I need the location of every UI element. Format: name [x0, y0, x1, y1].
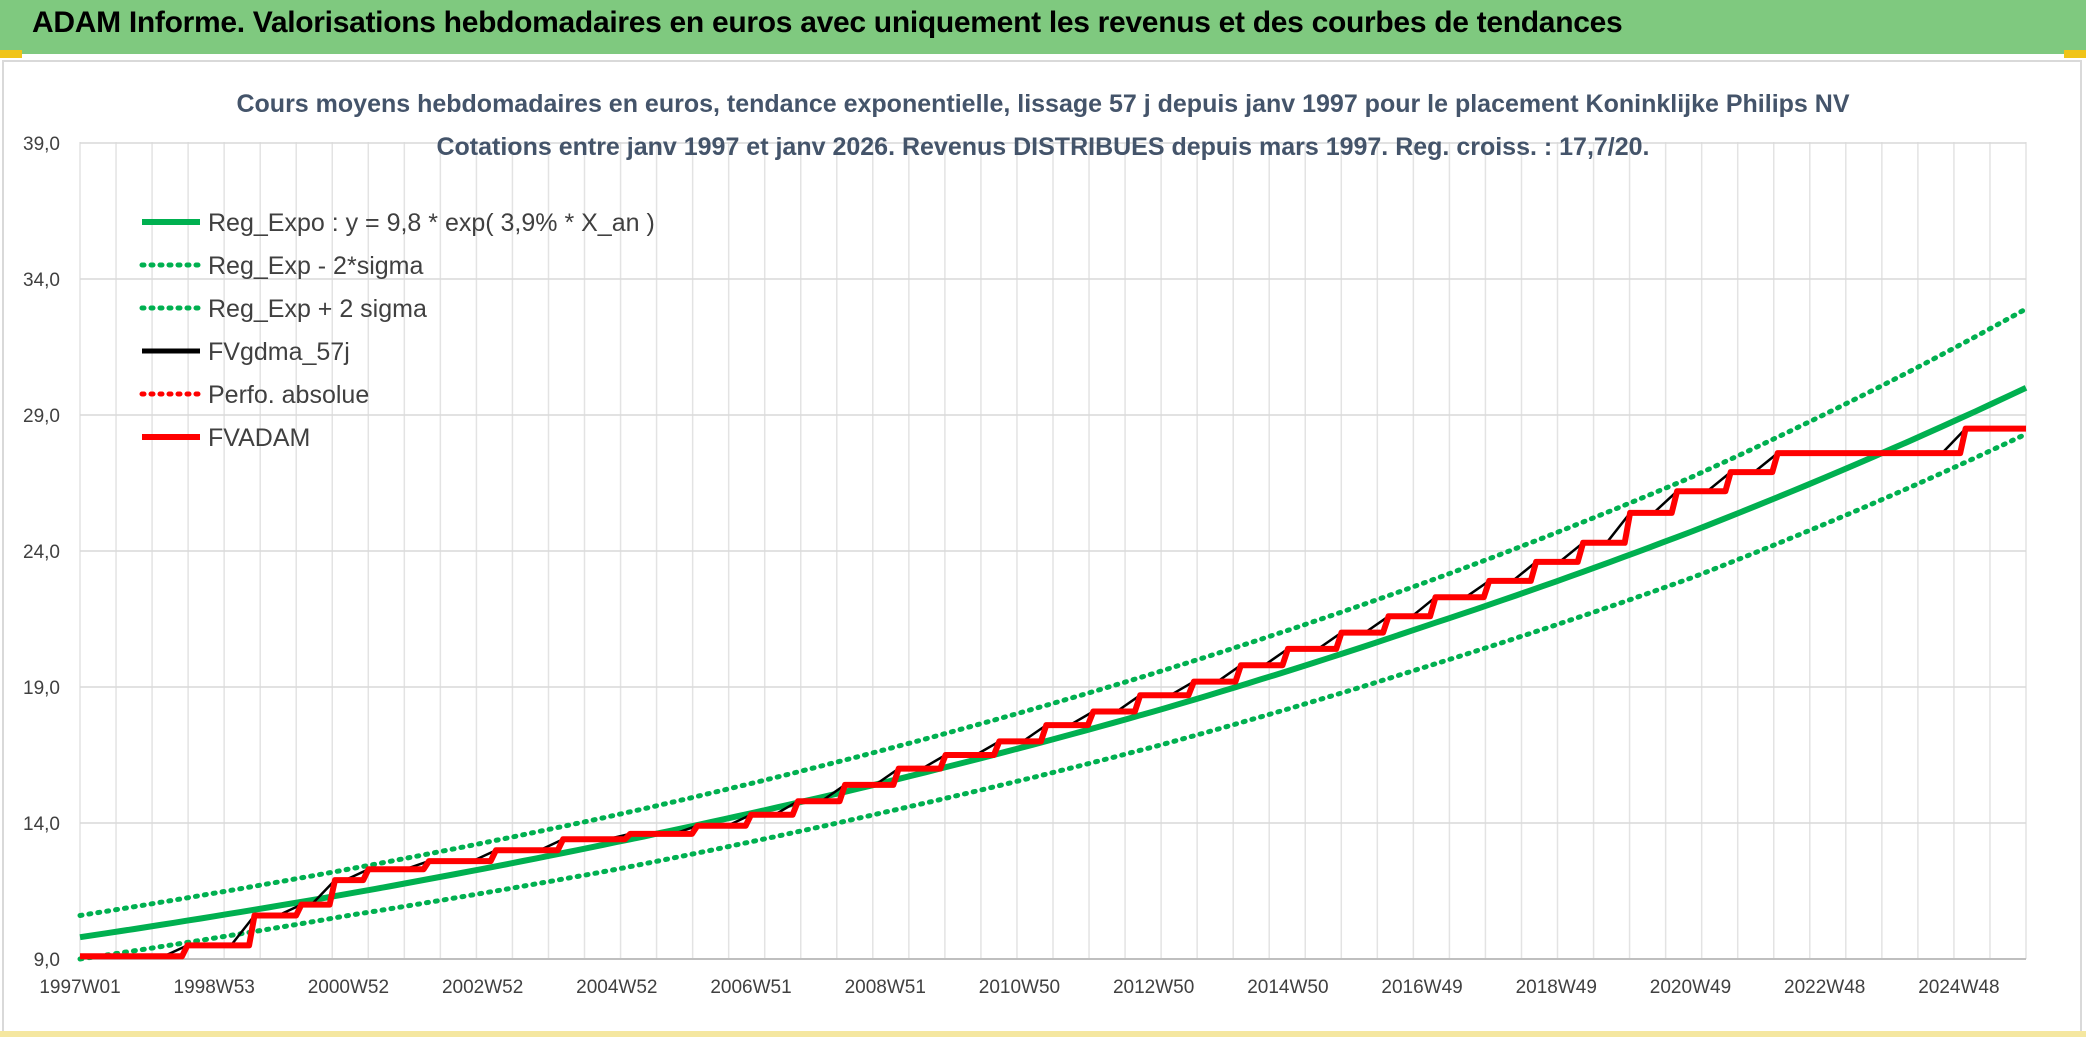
x-tick-label: 2016W49 — [1381, 977, 1462, 998]
x-tick-label: 2002W52 — [442, 977, 523, 998]
y-tick-label: 29,0 — [23, 406, 60, 427]
legend: Reg_Expo : y = 9,8 * exp( 3,9% * X_an ) R… — [139, 209, 655, 452]
x-axis: 1997W01 1998W53 2000W52 2002W52 2004W52 2006W… — [39, 977, 1999, 998]
series-line-5 — [80, 425, 2026, 960]
x-tick-label: 1998W53 — [174, 977, 255, 998]
y-tick-label: 19,0 — [23, 678, 60, 699]
header-bar: ADAM Informe. Valorisations hebdomadaire… — [0, 0, 2086, 58]
legend-label: FVADAM — [208, 424, 310, 452]
header-accent-right — [2064, 50, 2086, 58]
y-tick-label: 39,0 — [23, 134, 60, 155]
legend-label: FVgdma_57j — [208, 338, 350, 366]
x-tick-label: 2012W50 — [1113, 977, 1194, 998]
legend-label: Perfo. absolue — [208, 381, 369, 409]
x-tick-label: 2004W52 — [576, 977, 657, 998]
chart-title-line2: Cotations entre janv 1997 et janv 2026. … — [436, 133, 1649, 161]
y-axis: 9,0 14,0 19,0 24,0 29,0 34,0 39,0 — [23, 134, 60, 971]
y-tick-label: 24,0 — [23, 542, 60, 563]
x-tick-label: 2018W49 — [1516, 977, 1597, 998]
x-tick-label: 2024W48 — [1918, 977, 1999, 998]
series-layer — [77, 306, 2029, 962]
x-tick-label: 1997W01 — [39, 977, 120, 998]
x-tick-label: 2008W51 — [845, 977, 926, 998]
legend-label: Reg_Exp + 2 sigma — [208, 295, 427, 323]
legend-label: Reg_Exp - 2*sigma — [208, 252, 423, 280]
x-tick-label: 2006W51 — [710, 977, 791, 998]
chart-grid — [79, 142, 2027, 960]
series-line-2 — [77, 306, 2029, 918]
series-line-0 — [79, 385, 2028, 941]
bottom-strip — [0, 1031, 2086, 1037]
legend-label: Reg_Expo : y = 9,8 * exp( 3,9% * X_an ) — [208, 209, 655, 237]
page-title: ADAM Informe. Valorisations hebdomadaire… — [32, 6, 1623, 39]
chart-title-line1: Cours moyens hebdomadaires en euros, ten… — [236, 90, 1849, 118]
x-tick-label: 2010W50 — [979, 977, 1060, 998]
x-tick-label: 2014W50 — [1247, 977, 1328, 998]
header-accent-left — [0, 50, 22, 58]
y-tick-label: 9,0 — [34, 950, 60, 971]
x-tick-label: 2020W49 — [1650, 977, 1731, 998]
y-tick-label: 14,0 — [23, 814, 60, 835]
x-tick-label: 2022W48 — [1784, 977, 1865, 998]
y-tick-label: 34,0 — [23, 270, 60, 291]
x-tick-label: 2000W52 — [308, 977, 389, 998]
series-line-1 — [77, 431, 2029, 962]
